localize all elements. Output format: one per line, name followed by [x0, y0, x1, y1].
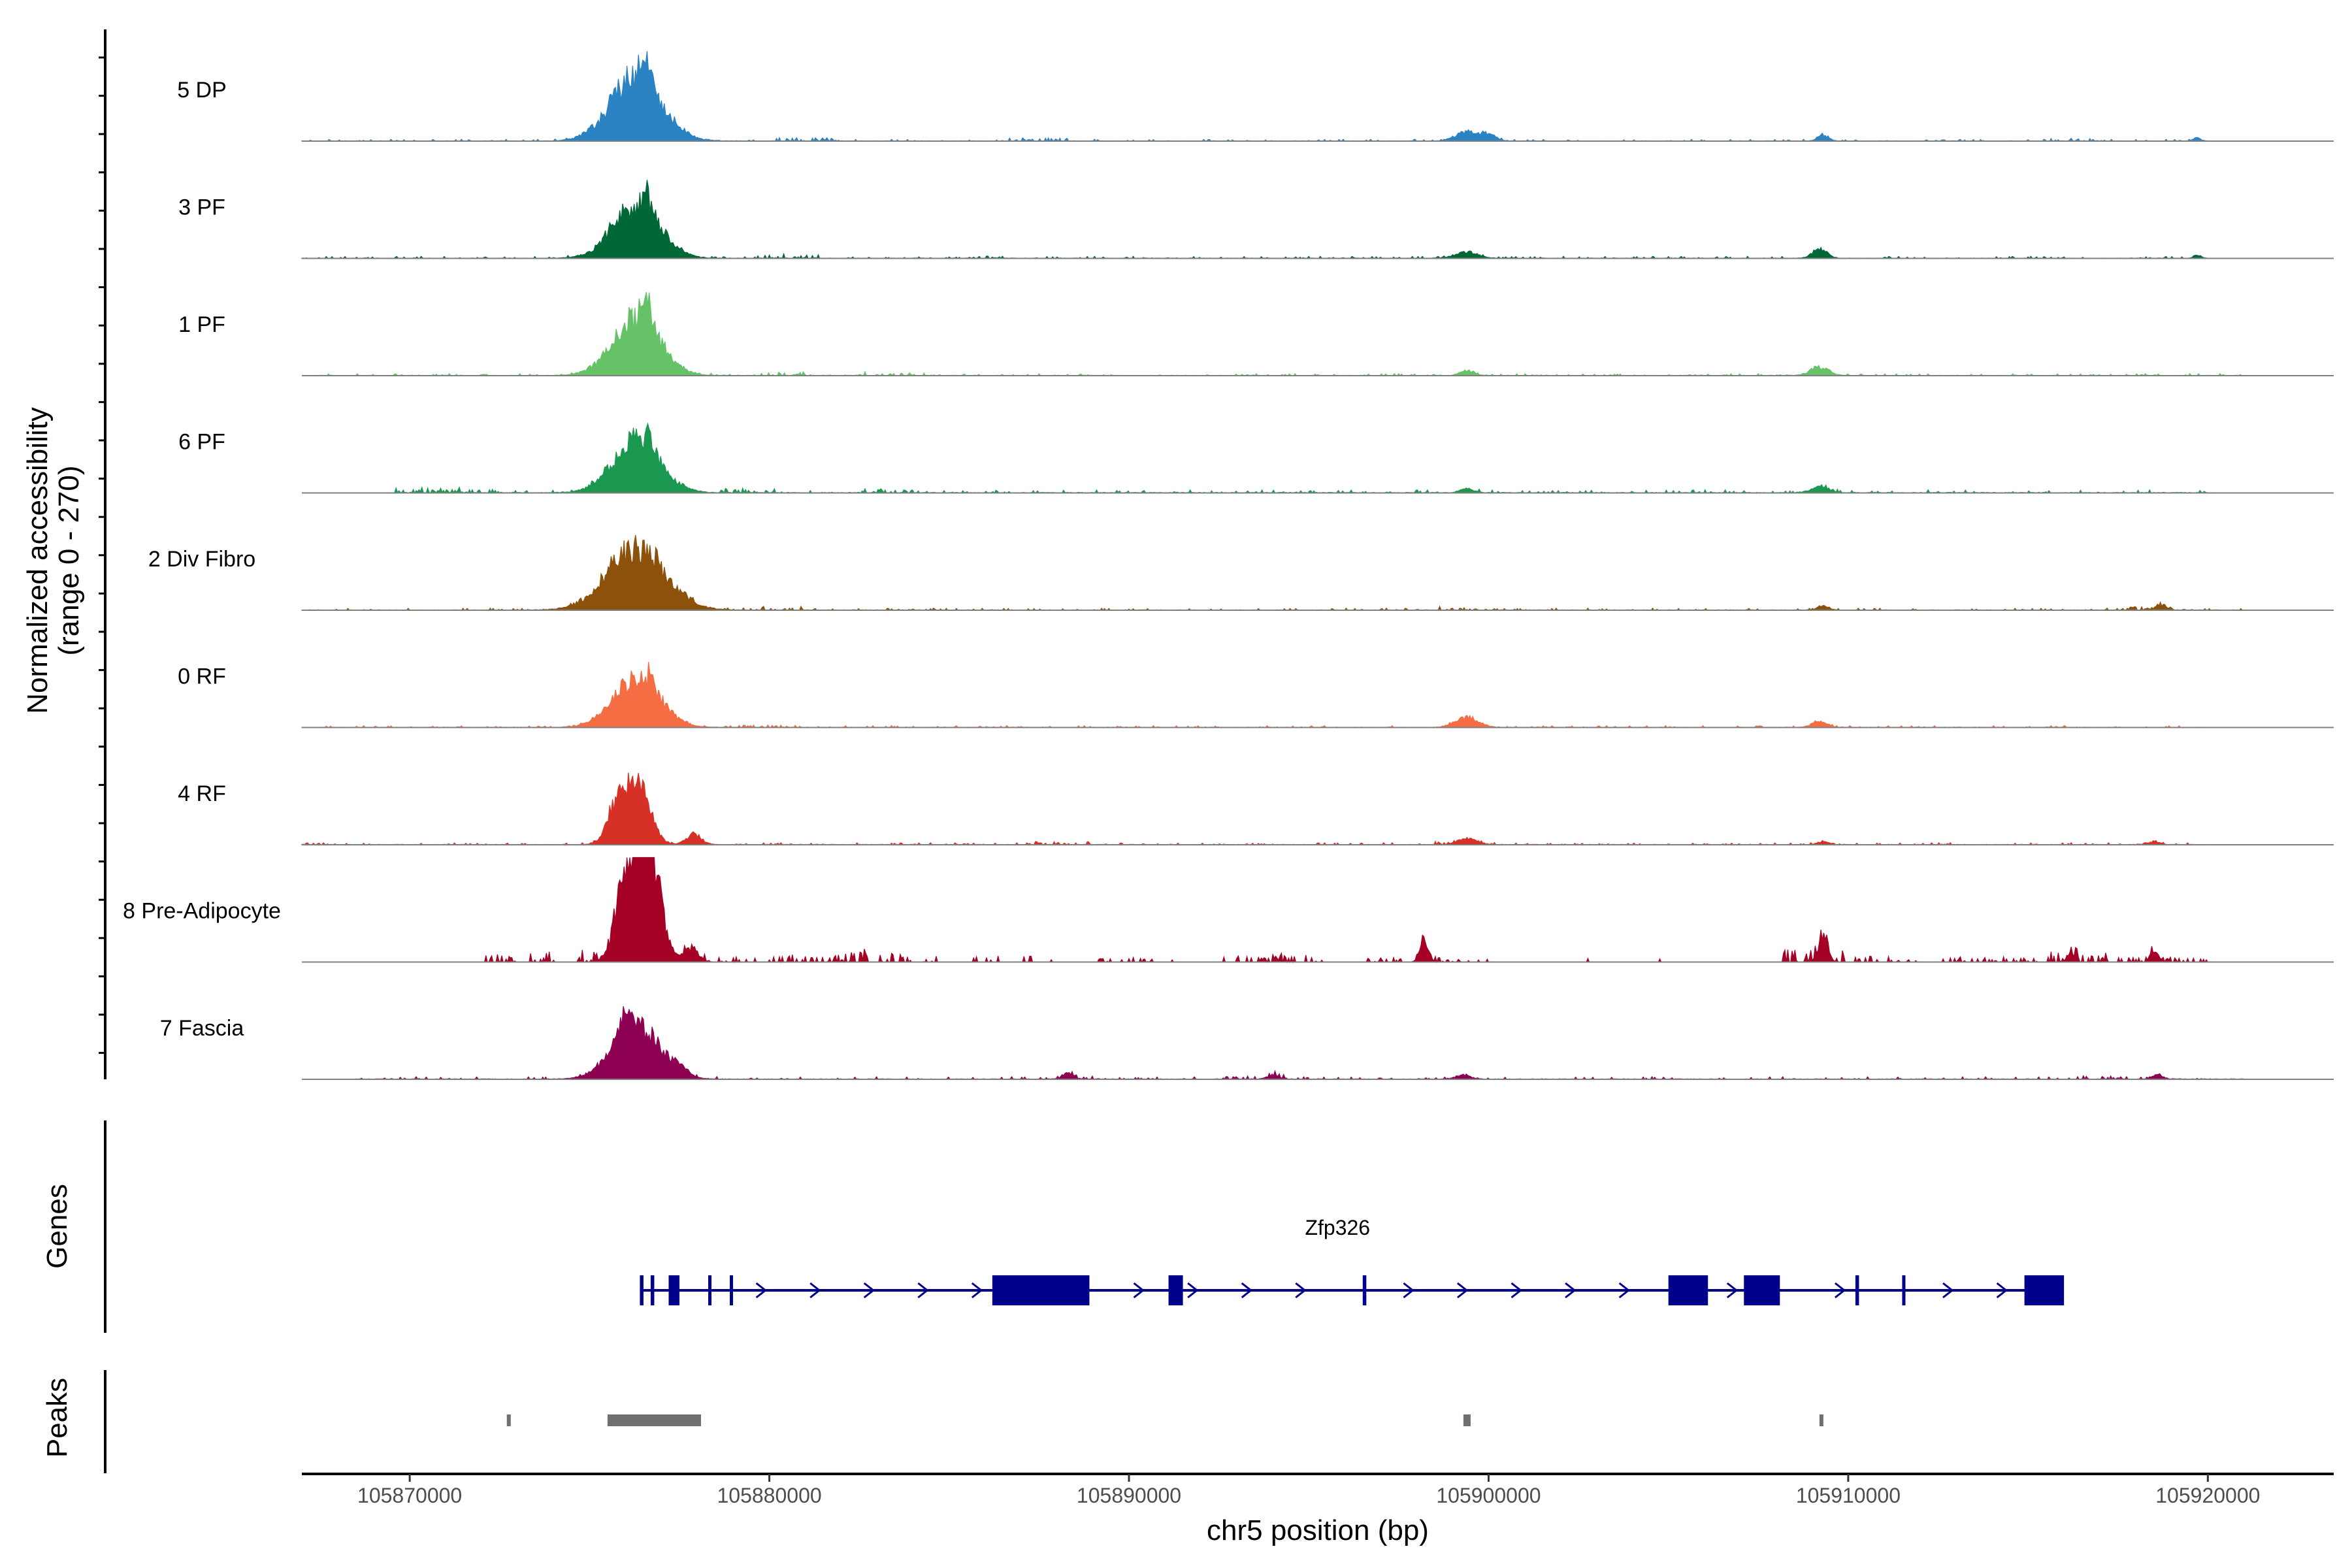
gene-exon	[992, 1275, 1090, 1305]
track-label: 6 PF	[178, 430, 225, 455]
x-tick-label: 105870000	[357, 1484, 462, 1507]
x-tick-label: 105890000	[1077, 1484, 1181, 1507]
genes-track-title: Genes	[41, 1184, 73, 1269]
gene-exon	[708, 1275, 711, 1305]
strand-arrow	[1295, 1282, 1307, 1299]
strand-arrow	[1133, 1282, 1145, 1299]
x-axis: 105870000 105880000 105890000 105900000 1059…	[302, 1473, 2334, 1507]
track-label: 0 RF	[178, 664, 226, 689]
coverage-track: 3 PF	[178, 180, 2334, 259]
strand-arrow	[917, 1282, 929, 1299]
coverage-area	[301, 51, 2208, 142]
strand-arrow	[1834, 1282, 1846, 1299]
strand-arrow	[1241, 1282, 1253, 1299]
track-label: 3 PF	[178, 195, 225, 220]
strand-arrow	[1457, 1282, 1469, 1299]
coverage-area	[301, 534, 2244, 611]
coverage-track: 7 Fascia	[160, 1006, 2334, 1081]
track-label: 4 RF	[178, 781, 226, 806]
coverage-track: 6 PF	[178, 422, 2334, 494]
strand-arrow	[863, 1282, 875, 1299]
coverage-area	[319, 292, 2244, 377]
gene-exon	[2024, 1275, 2065, 1305]
track-label: 8 Pre-Adipocyte	[123, 899, 281, 924]
coverage-area	[301, 662, 2208, 728]
coverage-tracks: 5 DP 3 PF 1 PF 6 PF 2 Div Fibro 0 RF 4 RF 8 Pre…	[99, 29, 2334, 1081]
x-tick-label: 105910000	[1796, 1484, 1901, 1507]
gene-exon	[1744, 1275, 1780, 1305]
strand-arrow	[1996, 1282, 2008, 1299]
strand-arrow	[1511, 1282, 1522, 1299]
x-tick-label: 105900000	[1436, 1484, 1541, 1507]
peak-interval	[1819, 1414, 1823, 1426]
y-axis-title-line2: (range 0 - 270)	[53, 465, 85, 655]
coverage-track: 4 RF	[178, 772, 2334, 846]
peaks-track-title: Peaks	[41, 1378, 73, 1458]
coverage-track: 2 Div Fibro	[148, 534, 2334, 611]
x-tick-label: 105920000	[2155, 1484, 2260, 1507]
gene-exon	[1168, 1275, 1183, 1305]
track-label: 7 Fascia	[160, 1016, 244, 1041]
strand-arrow	[1726, 1282, 1739, 1299]
genes-track: Zfp326	[104, 1120, 2065, 1333]
peak-interval	[1463, 1414, 1471, 1426]
track-label: 1 PF	[178, 312, 225, 337]
y-axis-title-line1: Normalized accessibility	[22, 407, 54, 713]
coverage-track: 0 RF	[178, 662, 2334, 728]
gene-exon	[1362, 1275, 1367, 1305]
gene-exon	[1855, 1275, 1859, 1305]
strand-arrow	[1187, 1282, 1199, 1299]
peaks-track	[104, 1370, 1823, 1473]
strand-arrow	[971, 1282, 983, 1299]
strand-arrow	[809, 1282, 821, 1299]
strand-arrow	[1618, 1282, 1631, 1299]
gene-exon	[640, 1275, 644, 1305]
coverage-area	[391, 422, 2208, 494]
gene-name-label: Zfp326	[1305, 1216, 1370, 1239]
gene-exon	[650, 1275, 655, 1305]
gene-exon	[730, 1275, 734, 1305]
coverage-track: 5 DP	[177, 51, 2334, 142]
gene-exon	[668, 1275, 679, 1305]
strand-arrow	[755, 1282, 767, 1299]
peak-interval	[607, 1414, 701, 1426]
gene-exon	[1902, 1275, 1906, 1305]
gene-exon	[1668, 1275, 1708, 1305]
track-label: 2 Div Fibro	[148, 547, 255, 572]
x-axis-title: chr5 position (bp)	[1207, 1514, 1429, 1546]
coverage-area	[301, 772, 2208, 846]
coverage-area	[301, 180, 2208, 259]
strand-arrow	[1565, 1282, 1576, 1299]
coverage-area	[374, 857, 2209, 964]
track-label: 5 DP	[177, 78, 227, 103]
coverage-area	[355, 1006, 2244, 1081]
strand-arrow	[1403, 1282, 1414, 1299]
peak-interval	[506, 1414, 511, 1426]
coverage-track: 1 PF	[178, 292, 2334, 377]
strand-arrow	[1942, 1282, 1954, 1299]
coverage-track: 8 Pre-Adipocyte	[123, 857, 2334, 964]
x-tick-label: 105880000	[717, 1484, 821, 1507]
